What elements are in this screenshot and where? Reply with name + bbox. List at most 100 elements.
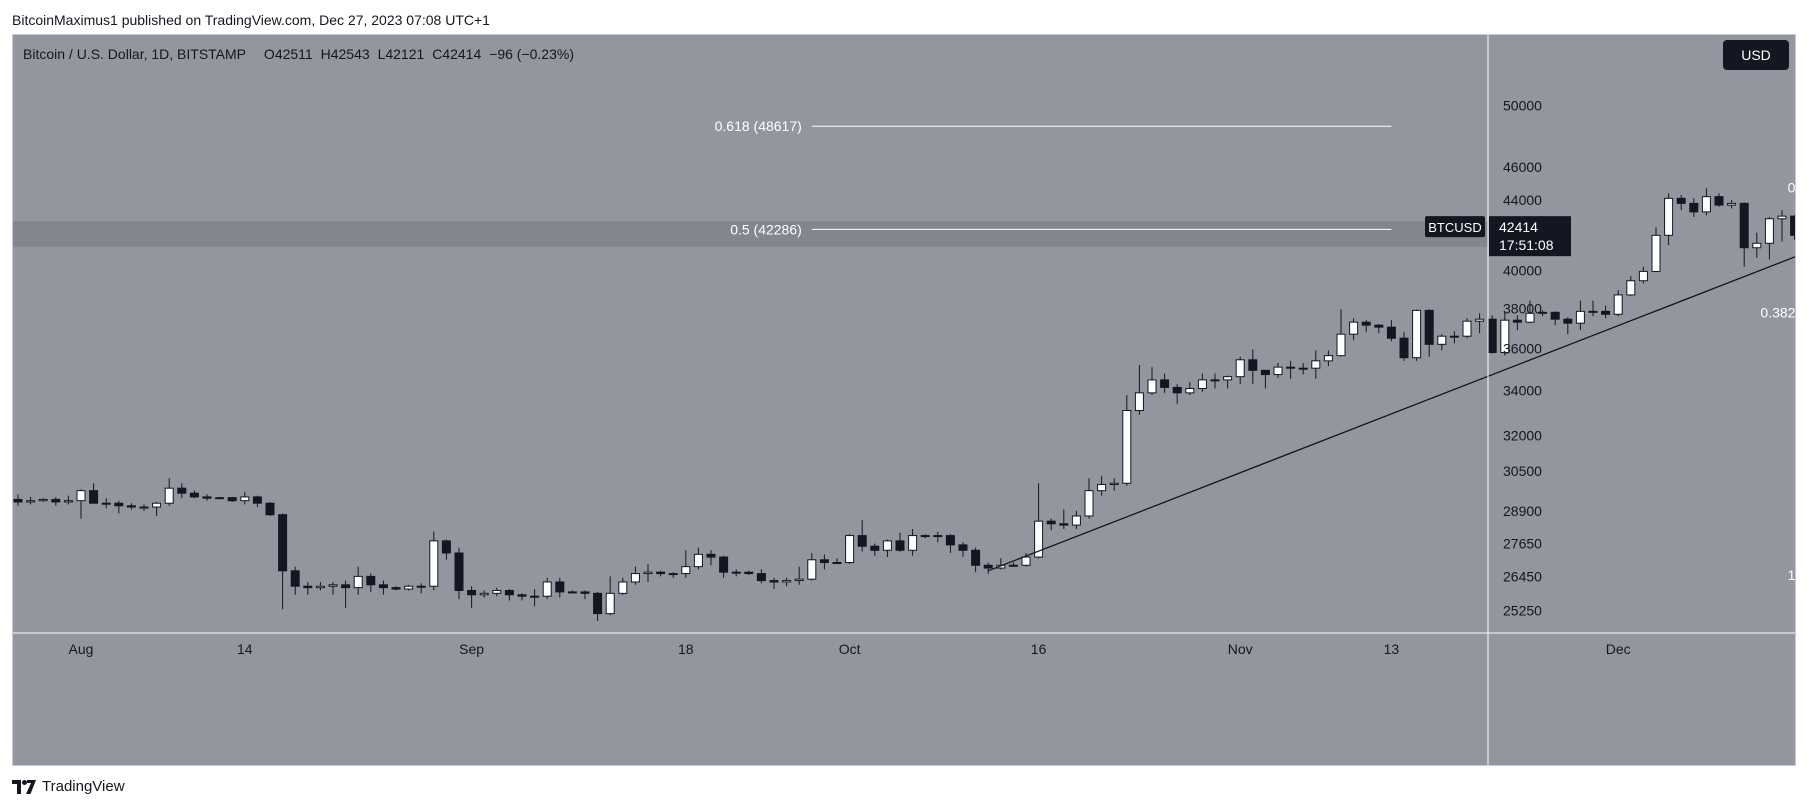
candle-body[interactable] <box>630 573 640 583</box>
candle-body[interactable] <box>353 575 363 589</box>
candle-body[interactable] <box>227 497 237 502</box>
candle-body[interactable] <box>1349 321 1359 335</box>
candle-body[interactable] <box>215 497 225 500</box>
candle-body[interactable] <box>429 540 439 587</box>
candle-body[interactable] <box>1412 309 1422 359</box>
candle-body[interactable] <box>252 496 262 504</box>
candle-body[interactable] <box>76 490 86 502</box>
candle-body[interactable] <box>567 591 577 594</box>
candle-body[interactable] <box>315 585 325 589</box>
candle-body[interactable] <box>467 589 477 596</box>
candle-body[interactable] <box>378 584 388 589</box>
candle-body[interactable] <box>1676 197 1686 204</box>
candle-body[interactable] <box>819 559 829 564</box>
candle-body[interactable] <box>1134 392 1144 412</box>
candle-body[interactable] <box>643 571 653 575</box>
candle-body[interactable] <box>114 502 124 507</box>
candle-body[interactable] <box>794 578 804 582</box>
candle-body[interactable] <box>1487 318 1497 354</box>
candle-body[interactable] <box>555 581 565 593</box>
candle-body[interactable] <box>1197 379 1207 390</box>
candle-body[interactable] <box>1298 367 1308 370</box>
candle-body[interactable] <box>303 585 313 589</box>
candle-body[interactable] <box>870 545 880 551</box>
candle-body[interactable] <box>1689 202 1699 213</box>
candle-body[interactable] <box>845 535 855 564</box>
candle-body[interactable] <box>290 570 300 587</box>
candle-body[interactable] <box>1059 523 1069 526</box>
candle-body[interactable] <box>605 592 615 615</box>
candle-body[interactable] <box>656 571 666 575</box>
candle-body[interactable] <box>945 535 955 546</box>
candle-body[interactable] <box>1374 324 1384 328</box>
candle-body[interactable] <box>1626 280 1636 296</box>
candle-body[interactable] <box>404 585 414 590</box>
candle-body[interactable] <box>391 587 401 590</box>
candle-body[interactable] <box>983 564 993 569</box>
currency-button[interactable]: USD <box>1723 40 1789 70</box>
candle-body[interactable] <box>366 575 376 586</box>
candle-body[interactable] <box>1034 520 1044 558</box>
candle-body[interactable] <box>1122 410 1132 484</box>
candle-body[interactable] <box>1752 242 1762 249</box>
candle-body[interactable] <box>1462 320 1472 337</box>
candle-body[interactable] <box>1739 202 1749 249</box>
candle-body[interactable] <box>504 589 514 596</box>
candle-body[interactable] <box>1424 309 1434 345</box>
candle-body[interactable] <box>1437 335 1447 345</box>
candle-body[interactable] <box>492 589 502 594</box>
candle-body[interactable] <box>693 553 703 568</box>
candle-body[interactable] <box>971 549 981 566</box>
candle-body[interactable] <box>1638 270 1648 282</box>
candle-body[interactable] <box>63 500 73 503</box>
candle-body[interactable] <box>756 573 766 582</box>
candle-body[interactable] <box>1550 311 1560 320</box>
candle-body[interactable] <box>1185 388 1195 394</box>
candle-body[interactable] <box>769 580 779 583</box>
candle-body[interactable] <box>1323 355 1333 362</box>
ascending-support-trend-line[interactable] <box>987 188 1795 572</box>
candle-body[interactable] <box>479 592 489 596</box>
candle-body[interactable] <box>1575 310 1585 324</box>
candle-body[interactable] <box>668 573 678 576</box>
candle-body[interactable] <box>1651 234 1661 272</box>
candle-body[interactable] <box>202 496 212 499</box>
candle-body[interactable] <box>895 540 905 551</box>
candle-body[interactable] <box>441 540 451 554</box>
candle-body[interactable] <box>240 496 250 502</box>
candle-body[interactable] <box>1790 215 1795 236</box>
candle-body[interactable] <box>1563 318 1573 324</box>
candle-body[interactable] <box>618 581 628 594</box>
candle-body[interactable] <box>1714 196 1724 206</box>
candle-body[interactable] <box>139 506 149 509</box>
candle-body[interactable] <box>1664 197 1674 236</box>
candle-body[interactable] <box>1223 376 1233 381</box>
candle-body[interactable] <box>1538 311 1548 314</box>
candle-body[interactable] <box>857 535 867 547</box>
candle-body[interactable] <box>1386 326 1396 339</box>
candle-body[interactable] <box>341 584 351 589</box>
candle-body[interactable] <box>1286 366 1296 369</box>
candlestick-chart[interactable]: 0.618 (48617) 0.5 (42286) 0 (44758) 0.382 (… <box>13 35 1795 765</box>
candle-body[interactable] <box>1097 483 1107 492</box>
candle-body[interactable] <box>126 505 136 508</box>
candle-body[interactable] <box>1512 319 1522 323</box>
footer-brand[interactable]: TradingView <box>12 778 125 795</box>
candle-body[interactable] <box>882 540 892 551</box>
candle-body[interactable] <box>13 498 23 503</box>
candle-body[interactable] <box>454 552 464 591</box>
candle-body[interactable] <box>51 498 61 503</box>
candle-body[interactable] <box>89 490 99 504</box>
candle-body[interactable] <box>744 571 754 575</box>
candle-body[interactable] <box>1601 310 1611 315</box>
candle-body[interactable] <box>26 500 36 503</box>
candle-body[interactable] <box>1449 335 1459 338</box>
candle-body[interactable] <box>1172 386 1182 394</box>
candle-body[interactable] <box>1311 360 1321 369</box>
candle-body[interactable] <box>164 487 174 504</box>
candle-body[interactable] <box>1084 490 1094 517</box>
candle-body[interactable] <box>1475 318 1485 322</box>
candle-body[interactable] <box>1235 359 1245 378</box>
candle-body[interactable] <box>1525 312 1535 323</box>
candle-body[interactable] <box>542 581 552 597</box>
